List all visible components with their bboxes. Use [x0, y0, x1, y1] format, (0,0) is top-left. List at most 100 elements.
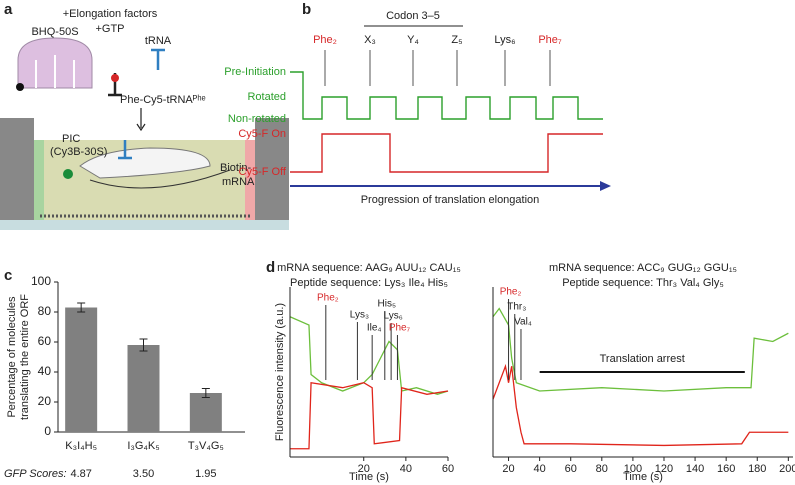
cy5-dye: [111, 74, 119, 82]
event-label: Lys₃: [350, 310, 369, 321]
trace: [289, 316, 449, 395]
x-tick-label: 20: [358, 463, 370, 475]
x-tick-label: 80: [596, 463, 608, 475]
surface: [0, 220, 289, 230]
y-tick-label: 80: [38, 304, 52, 318]
state-label: Non-rotated: [228, 113, 286, 125]
y-tick-label: 40: [38, 364, 52, 378]
event-label: Ile₄: [367, 323, 382, 334]
event-label: Phe₂: [317, 293, 339, 304]
bar: [189, 393, 222, 432]
trna-icon: [118, 140, 132, 160]
zmw-edge: [34, 140, 44, 220]
y-tick-label: 0: [44, 424, 51, 438]
event-label: Phe₂: [500, 287, 522, 298]
x-tick-label: 100: [624, 463, 642, 475]
error-bar: [77, 302, 86, 313]
text: Phe-Cy5-tRNAᴾʰᵉ: [120, 94, 206, 106]
chart-subtitle: Peptide sequence: Lys₃ Ile₄ His₅: [290, 277, 448, 289]
panel-a: a +Elongation factors +GTP BHQ-50S tRNA …: [0, 1, 289, 230]
x-axis-label: Time (s): [623, 471, 663, 483]
annotation-label: Translation arrest: [600, 353, 685, 365]
event-label: Val₄: [514, 317, 532, 328]
score: 1.95: [195, 468, 216, 480]
cy5-state-trace: [290, 133, 603, 173]
x-tick-label: I₃G₄K₅: [127, 440, 159, 452]
score: 3.50: [133, 468, 154, 480]
residue-label: Y₄: [407, 34, 419, 46]
zmw-wall: [255, 118, 289, 226]
residue-label: Phe₂: [313, 34, 337, 46]
text: tRNA: [145, 35, 172, 47]
x-tick-label: 180: [748, 463, 766, 475]
text: (Cy3B-30S): [50, 146, 107, 158]
x-tick-label: 140: [686, 463, 704, 475]
cy3b-dye: [63, 169, 73, 179]
residue-label: Lys₆: [494, 34, 515, 46]
residue-label: Phe₇: [538, 34, 562, 46]
trna-icon: [151, 48, 165, 70]
text: mRNA: [222, 176, 255, 188]
arrow-head: [600, 181, 611, 191]
x-axis-label: Time (s): [349, 471, 389, 483]
x-tick-label: 40: [534, 463, 546, 475]
ribosome-detail: [35, 55, 75, 88]
text: Codon 3–5: [386, 10, 440, 22]
error-bar: [201, 388, 210, 398]
text: BHQ-50S: [31, 26, 78, 38]
event-label: Thr₃: [507, 302, 526, 313]
trace: [492, 307, 789, 392]
residue-label: Z₅: [451, 34, 462, 46]
y-axis-label: translating the entire ORF: [19, 294, 31, 420]
trace: [492, 363, 789, 447]
residue-label: X₃: [364, 34, 376, 46]
text: +GTP: [95, 23, 124, 35]
y-axis-label: Percentage of molecules: [6, 296, 18, 418]
y-axis-label: Fluorescence intensity (a.u.): [274, 303, 286, 441]
x-tick-label: 20: [502, 463, 514, 475]
y-tick-label: 60: [38, 334, 52, 348]
ribosome-30s: [79, 147, 211, 179]
event-label: Lys₆: [384, 311, 403, 322]
text: PIC: [62, 133, 80, 145]
zmw-wall: [0, 118, 34, 226]
x-tick-label: 120: [655, 463, 673, 475]
quencher: [16, 83, 24, 91]
trace: [290, 381, 449, 450]
x-tick-label: 60: [565, 463, 577, 475]
mrna: [89, 169, 231, 189]
event-label: Phe₇: [389, 323, 411, 334]
x-tick-label: 40: [400, 463, 412, 475]
x-tick-label: 60: [442, 463, 454, 475]
x-tick-label: 200: [779, 463, 795, 475]
text: +Elongation factors: [63, 8, 158, 20]
bar: [65, 307, 98, 432]
score: 4.87: [70, 468, 91, 480]
y-tick-label: 100: [31, 274, 51, 288]
state-label: Rotated: [247, 91, 286, 103]
x-tick-label: 160: [717, 463, 735, 475]
arrow: [136, 123, 146, 132]
score-title: GFP Scores:: [4, 468, 67, 480]
chart-subtitle: Peptide sequence: Thr₃ Val₄ Gly₅: [562, 277, 724, 289]
x-tick-label: T₃V₄G₅: [188, 440, 224, 452]
chart-title: mRNA sequence: AAG₉ AUU₁₂ CAU₁₅: [277, 262, 461, 274]
panel-label: a: [4, 1, 13, 18]
state-label: Cy5-F On: [238, 128, 286, 140]
panel-label: c: [4, 267, 12, 284]
text: Progression of translation elongation: [361, 194, 540, 206]
chart-title: mRNA sequence: ACC₉ GUG₁₂ GGU₁₅: [549, 262, 737, 274]
state-label: Cy5-F Off: [239, 166, 287, 178]
text: Biotin-: [220, 162, 252, 174]
state-label: Pre-Initiation: [224, 66, 286, 78]
error-bar: [139, 338, 148, 352]
panel-label: d: [266, 259, 275, 276]
y-tick-label: 20: [38, 394, 52, 408]
event-label: His₅: [378, 299, 396, 310]
zmw-edge: [245, 140, 255, 220]
bar: [127, 345, 160, 432]
x-tick-label: K₃I₄H₅: [65, 440, 97, 452]
ribosome-state-trace: [290, 71, 603, 120]
panel-b: b Codon 3–5 Progression of translation e…: [290, 1, 611, 206]
